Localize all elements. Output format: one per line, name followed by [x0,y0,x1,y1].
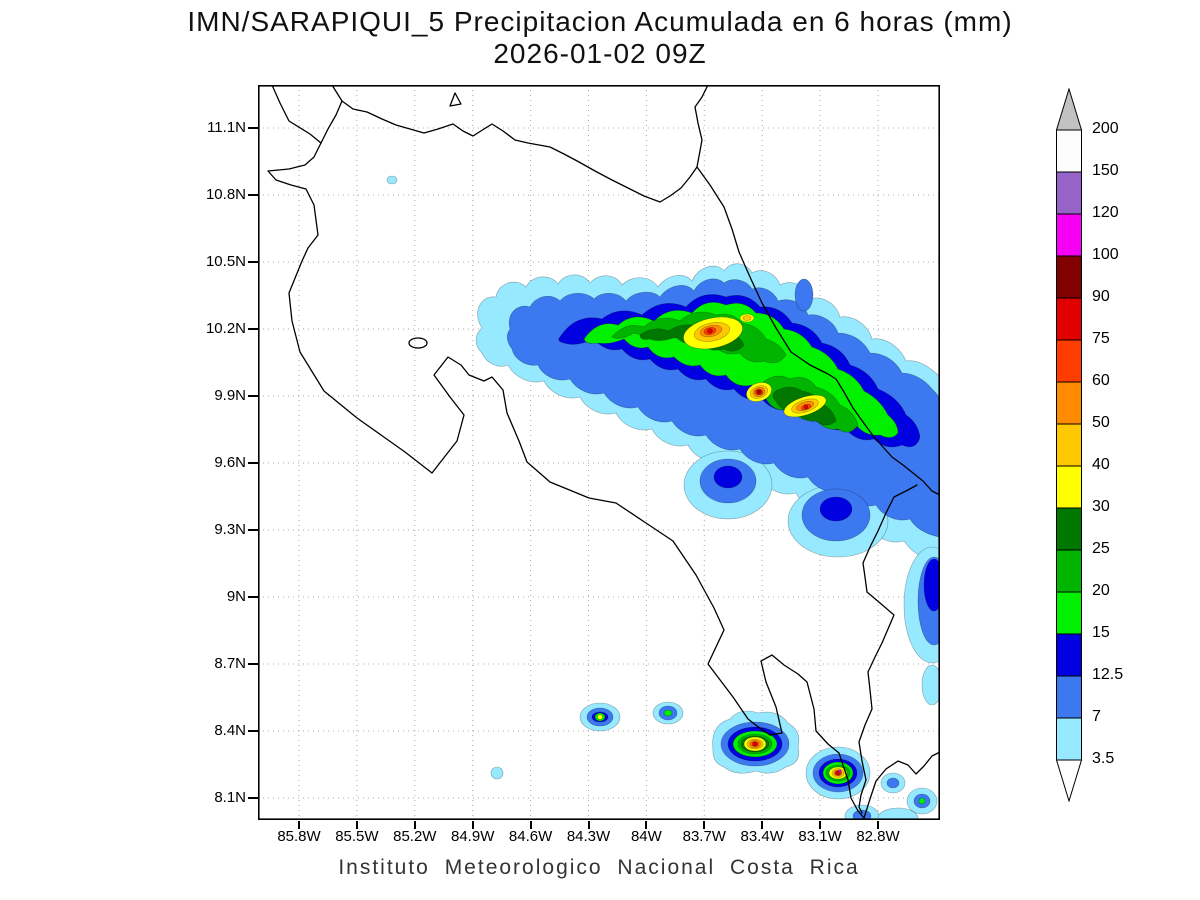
y-tick-label: 8.1N [214,789,246,806]
nicaragua-border-segment [320,100,343,144]
caribbean-coastline [694,84,941,496]
y-tick-label: 11.1N [207,119,246,136]
y-tick-mark [248,395,258,397]
y-tick-label: 10.5N [205,253,246,270]
y-tick-label: 8.4N [214,722,246,739]
y-tick-mark [248,328,258,330]
precipitation-shading [386,175,961,829]
chira-island [408,337,428,349]
x-tick-label: 84.6W [508,828,553,845]
x-tick-label: 83.1W [798,828,842,845]
colorbar-boundary-label: 40 [1092,456,1110,473]
colorbar-boundary-label: 150 [1092,162,1119,179]
map-plot [258,84,961,829]
page-title: IMN/SARAPIQUI_5 Precipitacion Acumulada … [187,6,1013,37]
y-tick-mark [248,730,258,732]
colorbar-boundary-label: 120 [1092,204,1119,221]
y-tick-label: 10.2N [205,320,246,337]
x-tick-mark [703,821,706,829]
map-svg [258,84,961,829]
lake-island [449,92,462,107]
y-tick-mark [248,663,258,665]
x-tick-mark [529,821,532,829]
y-tick-label: 10.8N [205,186,246,203]
x-tick-mark [877,821,879,829]
x-tick-mark [355,821,358,829]
colorbar-boundary-label: 12.5 [1092,666,1124,683]
plot-frame [258,85,941,821]
x-tick-mark [819,821,822,829]
x-tick-mark [761,821,764,829]
x-tick-label: 84.9W [451,828,495,845]
precip-level-90mm [757,390,761,394]
colorbar-boundary-label: 75 [1092,330,1110,347]
colorbar-svg [1055,87,1083,803]
x-tick-label: 83.4W [740,828,784,845]
x-tick-label: 82.8W [856,828,900,845]
x-tick-mark [413,821,416,829]
colorbar-boundary-label: 60 [1092,372,1110,389]
y-tick-mark [248,127,258,129]
pacific-coastline [267,84,941,819]
colorbar-boundary-label: 7 [1092,708,1101,725]
costa-rica-coastline [267,84,941,819]
colorbar-boundary-label: 90 [1092,288,1110,305]
y-tick-mark [248,261,258,263]
colorbar-boundary-label: 20 [1092,582,1110,599]
colorbar-boundary-label: 15 [1092,624,1110,641]
x-tick-mark [587,821,590,829]
y-tick-label: 8.7N [214,655,246,672]
x-tick-label: 85.5W [335,828,379,845]
colorbar-boundary-label: 30 [1092,498,1110,515]
x-tick-mark [471,821,474,829]
x-tick-label: 84W [630,828,662,845]
y-tick-mark [248,529,258,531]
x-tick-label: 83.7W [682,828,726,845]
x-tick-label: 85.8W [277,828,321,845]
colorbar-boundary-label: 50 [1092,414,1110,431]
panama-border [858,484,918,814]
y-tick-mark [248,194,258,196]
y-tick-label: 9.6N [214,454,246,471]
y-tick-mark [248,596,258,598]
colorbar-boundary-label: 3.5 [1092,750,1115,767]
colorbar-boundary-label: 25 [1092,540,1110,557]
precip-level-100mm [838,769,842,773]
y-tick-label: 9.9N [214,387,246,404]
x-tick-mark [645,821,648,829]
colorbar-legend: 200 150 120 100 90 75 60 50 40 30 25 20 15 12.5 7 3.5 [1055,87,1196,818]
y-tick-mark [248,462,258,464]
x-tick-label: 85.2W [393,828,437,845]
colorbar-boundary-label: 200 [1092,120,1119,137]
y-tick-label: 9.3N [214,521,246,538]
y-tick-mark [248,797,258,799]
colorbar-boundary-label: 100 [1092,246,1119,263]
x-tick-label: 84.3W [566,828,611,845]
lake-nicaragua-san-juan-border [331,84,698,203]
y-tick-label: 9N [226,588,246,605]
x-tick-mark [298,821,300,829]
page-subtitle: 2026-01-02 09Z [493,38,707,69]
footer-caption: Instituto Meteorologico Nacional Costa R… [338,856,860,879]
